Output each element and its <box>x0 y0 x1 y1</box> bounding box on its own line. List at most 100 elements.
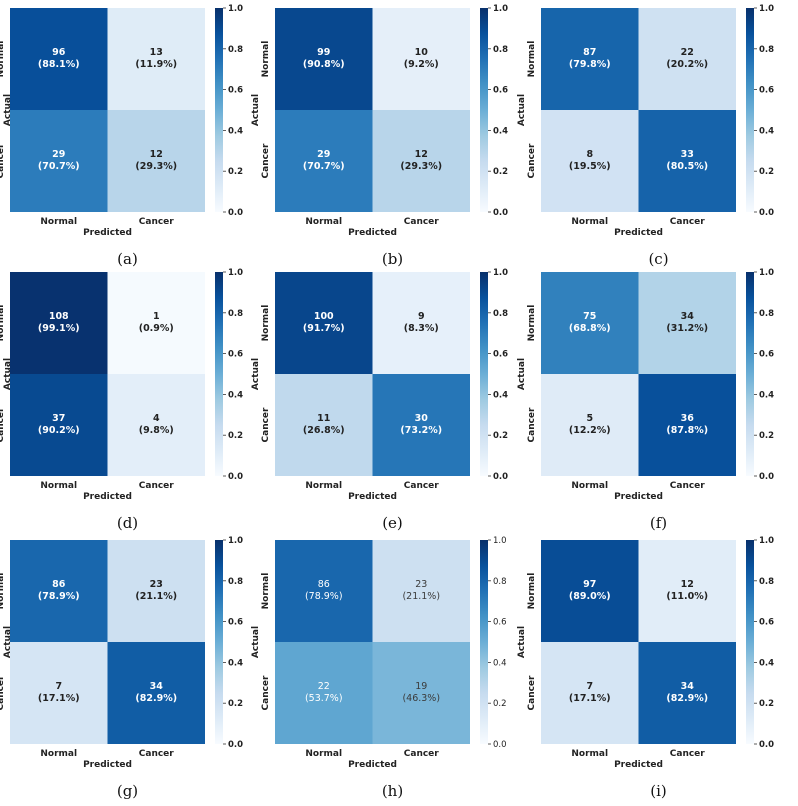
confusion-matrix-panel: 99(90.8%) 10(9.2%) 29(70.7%) 12(29.3%) Norma… <box>251 4 508 268</box>
colorbar-tick-label: 0.4 <box>759 658 774 668</box>
x-tick-label: Cancer <box>139 217 175 227</box>
heatmap-cell <box>10 540 108 642</box>
heatmap-cell <box>541 642 639 744</box>
x-tick-label: Cancer <box>404 481 440 491</box>
y-tick-label: Cancer <box>0 675 6 711</box>
colorbar-tick-label: 0.0 <box>493 472 508 482</box>
y-axis-label: Actual <box>517 358 527 390</box>
colorbar-tick-label: 0.0 <box>759 208 774 218</box>
colorbar <box>480 8 488 212</box>
cell-percent-label: (99.1%) <box>38 323 80 334</box>
colorbar-tick-label: 1.0 <box>759 4 774 14</box>
y-axis-label: Actual <box>3 358 13 390</box>
cell-percent-label: (90.2%) <box>38 425 80 436</box>
heatmap-cell <box>541 374 639 476</box>
cell-percent-label: (31.2%) <box>666 323 708 334</box>
colorbar-tick-label: 0.2 <box>493 167 508 177</box>
colorbar <box>215 540 223 744</box>
colorbar-tick-label: 0.2 <box>228 431 243 441</box>
cell-count-label: 34 <box>681 681 695 692</box>
x-axis-label: Predicted <box>83 760 132 770</box>
heatmap-cell <box>372 272 470 374</box>
heatmap-cell <box>107 642 205 744</box>
heatmap-cell <box>10 272 108 374</box>
x-axis-label: Predicted <box>614 492 663 502</box>
colorbar-tick-label: 0.0 <box>228 472 243 482</box>
heatmap-cell <box>10 374 108 476</box>
y-tick-label: Normal <box>261 573 271 610</box>
colorbar <box>746 540 754 744</box>
cell-count-label: 86 <box>52 579 66 590</box>
heatmap-cell <box>275 642 373 744</box>
colorbar-tick-label: 0.0 <box>493 208 508 218</box>
cell-count-label: 12 <box>415 149 428 160</box>
cell-percent-label: (53.7%) <box>305 693 343 704</box>
colorbar <box>480 272 488 476</box>
cell-count-label: 37 <box>52 413 65 424</box>
heatmap-cell <box>275 540 373 642</box>
cell-count-label: 12 <box>150 149 163 160</box>
x-tick-label: Cancer <box>139 481 175 491</box>
colorbar-tick-label: 0.4 <box>759 126 774 136</box>
colorbar-tick-label: 0.4 <box>493 126 508 136</box>
heatmap-cell <box>107 540 205 642</box>
colorbar <box>215 272 223 476</box>
heatmap-cell <box>638 272 736 374</box>
cell-percent-label: (9.8%) <box>139 425 174 436</box>
cell-count-label: 36 <box>681 413 695 424</box>
cell-percent-label: (8.3%) <box>404 323 439 334</box>
x-axis-label: Predicted <box>83 228 132 238</box>
confusion-matrix-panel: 87(79.8%) 22(20.2%) 8(19.5%) 33(80.5%) Norma… <box>517 4 774 268</box>
cell-count-label: 86 <box>318 579 330 590</box>
cell-percent-label: (73.2%) <box>400 425 442 436</box>
cell-count-label: 75 <box>583 311 596 322</box>
heatmap-cell <box>638 642 736 744</box>
cell-count-label: 87 <box>583 47 596 58</box>
x-tick-label: Cancer <box>139 749 175 759</box>
cell-count-label: 108 <box>49 311 69 322</box>
colorbar-tick-label: 0.6 <box>228 350 243 360</box>
y-tick-label: Normal <box>527 305 537 342</box>
cell-count-label: 33 <box>681 149 694 160</box>
y-tick-label: Cancer <box>261 675 271 711</box>
confusion-matrix-panel: 96(88.1%) 13(11.9%) 29(70.7%) 12(29.3%) Norm… <box>0 4 243 268</box>
colorbar-tick-label: 0.4 <box>228 658 243 668</box>
cell-percent-label: (46.3%) <box>402 693 440 704</box>
y-axis-label: Actual <box>251 626 261 658</box>
cell-percent-label: (9.2%) <box>404 59 439 70</box>
x-tick-label: Cancer <box>670 481 706 491</box>
heatmap-cell <box>541 110 639 212</box>
colorbar-tick-label: 0.0 <box>759 472 774 482</box>
y-axis-label: Actual <box>517 626 527 658</box>
y-axis-label: Actual <box>3 94 13 126</box>
y-tick-label: Cancer <box>527 407 537 443</box>
y-tick-label: Normal <box>527 573 537 610</box>
colorbar-tick-label: 0.6 <box>493 86 508 96</box>
heatmap-cell <box>638 374 736 476</box>
heatmap-cell <box>541 272 639 374</box>
heatmap-cell <box>107 374 205 476</box>
cell-count-label: 7 <box>586 681 593 692</box>
cell-percent-label: (11.9%) <box>135 59 177 70</box>
x-tick-label: Cancer <box>670 217 706 227</box>
colorbar-tick-label: 0.2 <box>493 699 507 709</box>
colorbar <box>746 8 754 212</box>
y-tick-label: Normal <box>0 305 6 342</box>
cell-percent-label: (29.3%) <box>400 161 442 172</box>
y-tick-label: Cancer <box>527 143 537 179</box>
heatmap-cell <box>10 8 108 110</box>
cell-percent-label: (70.7%) <box>38 161 80 172</box>
colorbar-tick-label: 0.0 <box>493 740 507 750</box>
heatmap-cell <box>275 272 373 374</box>
heatmap-cell <box>275 374 373 476</box>
panel-caption: (b) <box>382 250 403 268</box>
colorbar-tick-label: 0.8 <box>759 577 774 587</box>
confusion-matrix-panel: 86(78.9%) 23(21.1%) 7(17.1%) 34(82.9%) Norma… <box>0 536 243 800</box>
colorbar-tick-label: 0.8 <box>493 577 507 587</box>
colorbar-tick-label: 0.0 <box>759 740 774 750</box>
panel-caption: (d) <box>117 514 138 532</box>
colorbar-tick-label: 0.2 <box>493 431 508 441</box>
cell-count-label: 29 <box>52 149 65 160</box>
colorbar-tick-label: 0.2 <box>228 167 243 177</box>
y-axis-label: Actual <box>251 94 261 126</box>
